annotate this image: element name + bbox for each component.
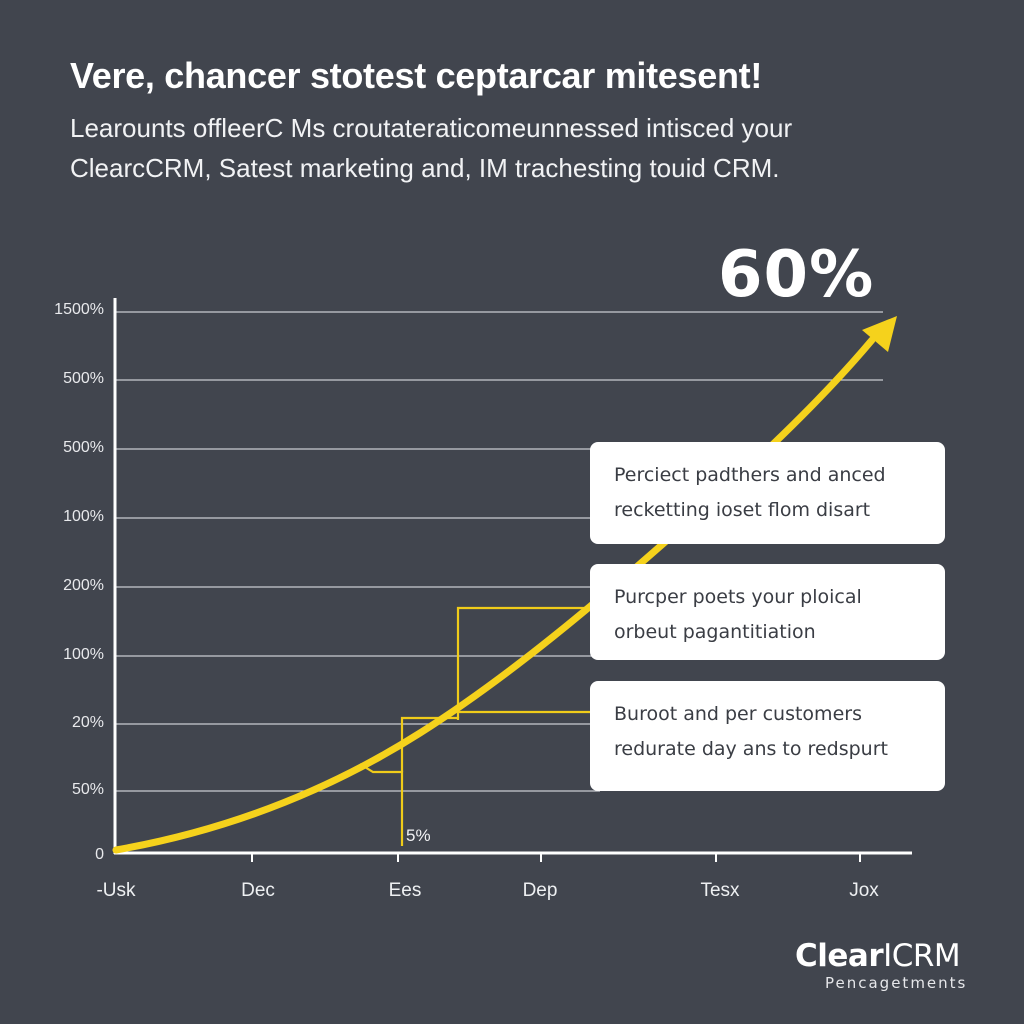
x-tick-marks: [251, 853, 861, 862]
callout-line: redurate day ans to redspurt: [614, 738, 888, 760]
step-annotation-lines: [359, 606, 590, 846]
y-tick-label: 20%: [71, 714, 104, 731]
callout-line: Buroot and per customers: [614, 703, 862, 725]
subtext-line-2: ClearcCRM, Satest marketing and, IM trac…: [70, 153, 780, 183]
y-tick-label: 50%: [71, 781, 104, 798]
gridlines: [116, 311, 883, 792]
callout-card-3: Buroot and per customers redurate day an…: [590, 681, 945, 791]
growth-curve: [112, 336, 876, 854]
x-tick-label: Ees: [388, 880, 422, 901]
y-tick-label: 1500%: [54, 301, 104, 318]
brand-logo: ClearICRM Pencagetments: [795, 938, 967, 992]
brand-name: ClearICRM: [795, 938, 967, 974]
x-tick-label: Dep: [522, 880, 558, 901]
x-tick-label: Jox: [849, 880, 879, 901]
y-tick-label: 0: [95, 846, 104, 863]
brand-name-part2: ICRM: [883, 938, 961, 974]
callout-line: recketting ioset flom disart: [614, 499, 871, 521]
subtext: Learounts offleerC Ms croutateraticomeun…: [70, 108, 950, 188]
x-tick-label: Tesx: [700, 880, 740, 901]
y-tick-label: 200%: [63, 577, 104, 594]
brand-tagline: Pencagetments: [825, 974, 968, 992]
x-tick-label: -Usk: [96, 880, 136, 901]
callout-card-1: Perciect padthers and anced recketting i…: [590, 442, 945, 544]
y-tick-label: 500%: [63, 370, 104, 387]
brand-name-part1: Clear: [795, 938, 884, 974]
y-tick-label: 500%: [63, 439, 104, 456]
y-tick-label: 100%: [63, 508, 104, 525]
subtext-line-1: Learounts offleerC Ms croutateraticomeun…: [70, 113, 793, 143]
big-stat-value: 60%: [718, 238, 875, 312]
headline: Vere, chancer stotest ceptarcar mitesent…: [70, 55, 763, 96]
annotation-label: 5%: [406, 826, 431, 845]
callout-card-2: Purcper poets your ploical orbeut pagant…: [590, 564, 945, 660]
callout-line: Perciect padthers and anced: [614, 464, 886, 486]
callout-line: orbeut pagantitiation: [614, 621, 816, 643]
y-tick-label: 100%: [63, 646, 104, 663]
axes: [113, 298, 912, 855]
callout-line: Purcper poets your ploical: [614, 586, 862, 608]
arrow-head-icon: [862, 316, 897, 352]
x-tick-label: Dec: [241, 880, 275, 901]
